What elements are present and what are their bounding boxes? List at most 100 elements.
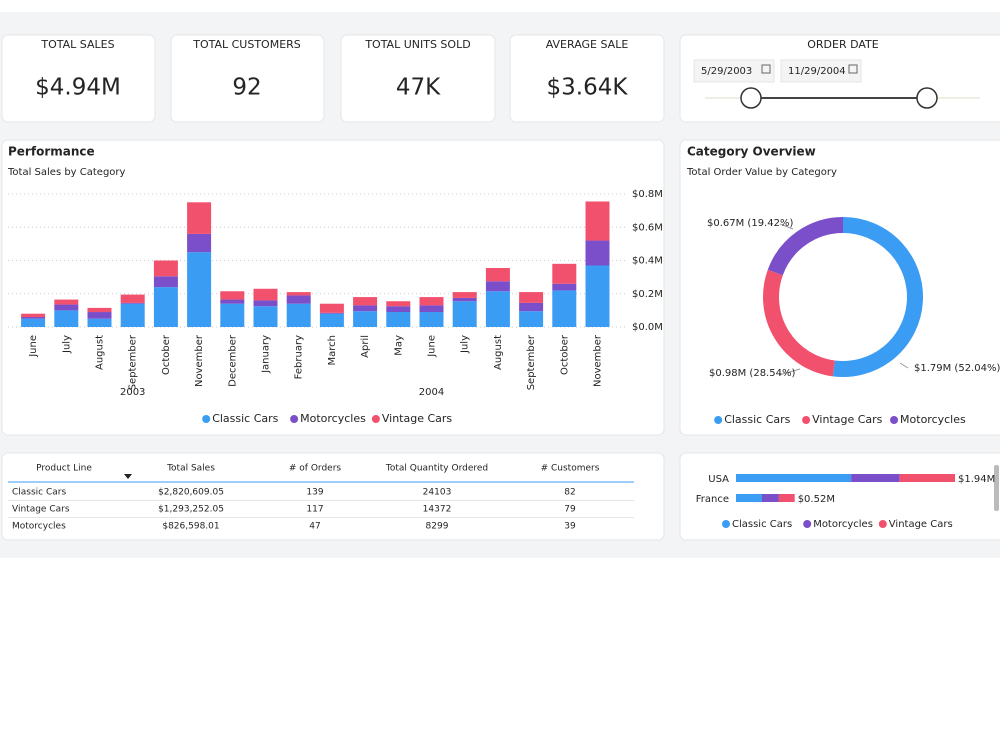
kpi-title: TOTAL SALES [40,38,114,51]
date-box[interactable] [693,59,775,83]
x-tick-label: November [194,334,205,387]
chart-subtitle: Total Sales by Category [7,167,126,178]
bar-segment [120,303,145,327]
x-tick-label: September [526,334,537,390]
y-tick-label: USA [708,474,729,485]
bar-segment [54,304,79,311]
y-tick-label: $0.4M [632,256,663,267]
x-tick-label: September [128,334,139,390]
bar-segment [552,290,577,327]
y-tick-label: $0.0M [632,322,663,333]
kpi-card [170,34,325,123]
bar-segment [452,301,477,327]
x-tick-label: February [294,335,305,379]
legend-label: Vintage Cars [382,412,453,425]
slicer-title: ORDER DATE [807,38,879,51]
legend-label: Classic Cars [724,413,790,426]
calendar-icon[interactable] [848,64,858,74]
table-cell: 8299 [426,522,449,532]
bar-segment [220,291,245,300]
table-cell: 14372 [423,505,452,515]
bar-segment [419,297,444,306]
bar-segment [353,311,378,327]
bar-segment [21,317,46,319]
performance-card [1,139,665,436]
bar-segment [319,312,344,314]
bar-segment [736,494,762,502]
donut-slice [832,217,923,377]
bar-segment [585,265,610,327]
bar-segment [120,294,145,303]
table-card [1,452,665,541]
legend-label: Classic Cars [212,412,278,425]
legend-marker [202,415,211,423]
bar-segment [286,303,311,327]
table-cell: $1,293,252.05 [158,505,224,515]
legend-marker [371,415,380,423]
table-cell: $826,598.01 [162,522,219,532]
slice-label: $0.98M (28.54%) [709,368,795,379]
bar-segment [319,303,344,313]
bar-segment [353,297,378,306]
legend-marker [803,520,812,528]
slider-handle[interactable] [740,87,762,109]
date-box[interactable] [780,59,862,83]
legend-label: Motorcycles [300,412,366,425]
total-label: $0.52M [798,494,835,505]
bar-segment [519,292,544,303]
bar-segment [452,292,477,298]
chart-title: Category Overview [687,145,816,159]
bar-segment [386,306,411,313]
kpi-title: TOTAL UNITS SOLD [364,38,470,51]
calendar-icon[interactable] [761,64,771,74]
scrollbar[interactable] [994,465,999,511]
kpi-card [340,34,496,123]
kpi-value: 47K [396,75,441,101]
x-tick-label: July [61,335,72,354]
bar-segment [21,313,46,318]
bar-segment [87,307,112,313]
x-tick-label: January [261,335,272,374]
start-date: 5/29/2003 [701,66,752,77]
bar-segment [54,310,79,327]
x-tick-label: October [161,334,172,375]
bar-segment [253,300,278,307]
legend-label: Motorcycles [813,519,873,530]
bar-segment [899,474,955,482]
legend-marker [878,520,887,528]
legend-marker [290,415,299,423]
legend-label: Motorcycles [900,413,966,426]
kpi-value: 92 [232,75,261,101]
x-tick-label: March [327,335,338,365]
slider-handle[interactable] [916,87,938,109]
bar-segment [419,312,444,327]
kpi-value: $3.64K [547,75,629,101]
bar-segment [153,287,178,327]
x-tick-label: August [493,335,504,370]
legend-marker [714,416,723,424]
x-tick-label: August [95,335,106,370]
bar-segment [386,301,411,307]
bar-segment [386,312,411,327]
bar-segment [187,252,212,327]
table-cell: 82 [564,488,575,498]
bar-segment [419,305,444,313]
legend-label: Vintage Cars [889,519,953,530]
slice-label: $1.79M (52.04%) [914,363,1000,374]
chart-title: Performance [8,145,95,159]
bar-segment [585,201,610,241]
table-cell: $2,820,609.05 [158,488,224,498]
table-cell: Vintage Cars [12,505,70,515]
sort-arrow[interactable] [124,474,132,479]
legend-marker [802,416,811,424]
bar-segment [851,474,900,482]
bar-segment [87,318,112,327]
leader-line [779,223,794,230]
legend-marker [890,416,899,424]
x-tick-label: November [593,334,604,387]
bar-segment [585,240,610,266]
table-cell: 139 [306,488,323,498]
bar-segment [778,494,795,502]
slice-label: $0.67M (19.42%) [707,218,793,229]
bar-segment [485,267,510,282]
